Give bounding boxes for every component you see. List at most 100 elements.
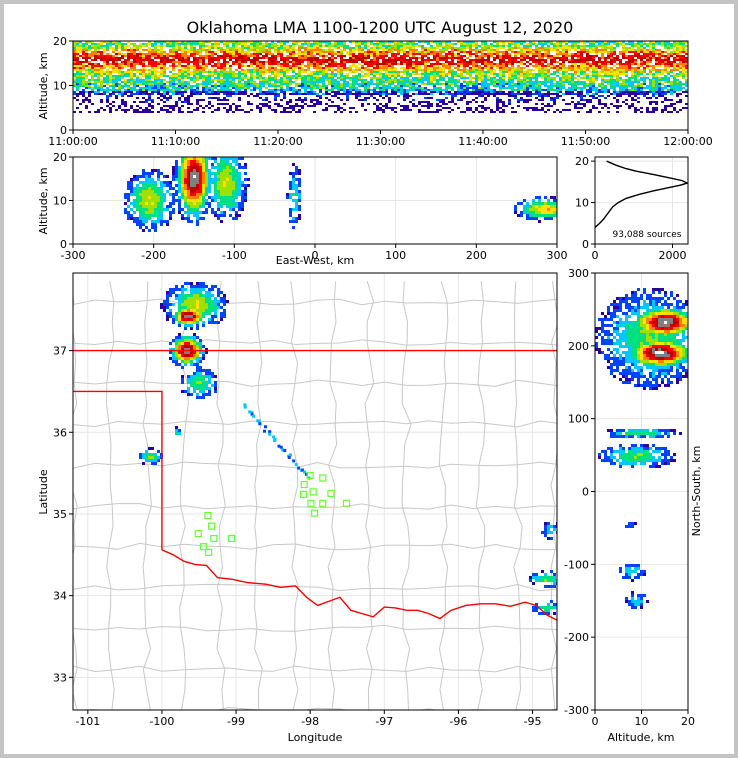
density-cell [340,65,343,67]
density-cell [388,69,391,71]
density-cell [538,87,541,89]
density-cell [148,59,151,61]
density-cell [553,85,556,87]
density-cell [520,53,523,55]
density-cell [235,75,238,77]
density-cell [112,91,115,93]
density-cell [361,83,364,85]
density-cell [526,53,529,55]
density-cell [292,71,295,73]
density-cell [376,81,379,83]
density-cell [577,57,580,59]
density-cell [187,85,190,87]
density-cell [193,75,196,77]
density-cell [121,81,124,83]
density-cell [91,89,94,91]
density-cell [529,91,532,93]
density-cell [463,59,466,61]
density-cell [235,51,238,53]
density-cell [151,49,154,51]
density-cell [424,63,427,65]
density-cell [310,83,313,85]
density-cell [403,67,406,69]
density-cell [493,89,496,91]
density-cell [319,51,322,53]
density-cell [565,79,568,81]
density-cell [82,49,85,51]
density-cell [304,97,307,99]
density-cell [97,53,100,55]
density-cell [508,73,511,75]
density-cell [451,95,454,97]
density-cell [475,79,478,81]
density-cell [424,59,427,61]
density-cell [373,89,376,91]
density-cell [421,69,424,71]
density-cell [367,87,370,89]
density-cell [124,53,127,55]
density-cell [376,71,379,73]
density-cell [364,97,367,99]
density-cell [190,61,193,63]
density-cell [517,105,520,107]
density-cell [502,103,505,105]
density-cell [292,65,295,67]
density-cell [259,57,262,59]
density-cell [418,61,421,63]
density-cell [394,67,397,69]
density-cell [130,73,133,75]
density-cell [229,53,232,55]
density-cell [250,83,253,85]
density-cell [490,77,493,79]
density-cell [187,41,190,43]
density-cell [232,47,235,49]
density-cell [319,47,322,49]
density-cell [319,77,322,79]
density-cell [559,85,562,87]
density-cell [565,71,568,73]
density-cell [412,83,415,85]
density-cell [166,53,169,55]
density-cell [562,65,565,67]
density-cell [97,69,100,71]
density-cell [241,71,244,73]
density-cell [547,63,550,65]
density-cell [658,51,661,53]
density-cell [469,71,472,73]
density-cell [292,53,295,55]
density-cell [412,99,415,101]
density-cell [169,83,172,85]
density-cell [298,111,301,113]
density-cell [553,71,556,73]
density-cell [481,55,484,57]
density-cell [196,77,199,79]
density-cell [484,63,487,65]
density-cell [448,73,451,75]
density-cell [580,59,583,61]
density-cell [427,69,430,71]
density-cell [280,77,283,79]
density-cell [325,55,328,57]
density-cell [142,87,145,89]
density-cell [493,41,496,43]
density-cell [256,55,259,57]
density-cell [367,67,370,69]
density-cell [631,77,634,79]
density-cell [643,63,646,65]
density-cell [283,41,286,43]
density-cell [280,79,283,81]
density-cell [508,53,511,55]
density-cell [634,77,637,79]
density-cell [82,65,85,67]
density-cell [502,43,505,45]
density-cell [205,75,208,77]
density-cell [544,49,547,51]
density-cell [295,67,298,69]
density-cell [544,67,547,69]
density-cell [469,45,472,47]
density-cell [109,85,112,87]
density-cell [646,43,649,45]
density-cell [130,95,133,97]
density-cell [313,85,316,87]
density-cell [271,45,274,47]
